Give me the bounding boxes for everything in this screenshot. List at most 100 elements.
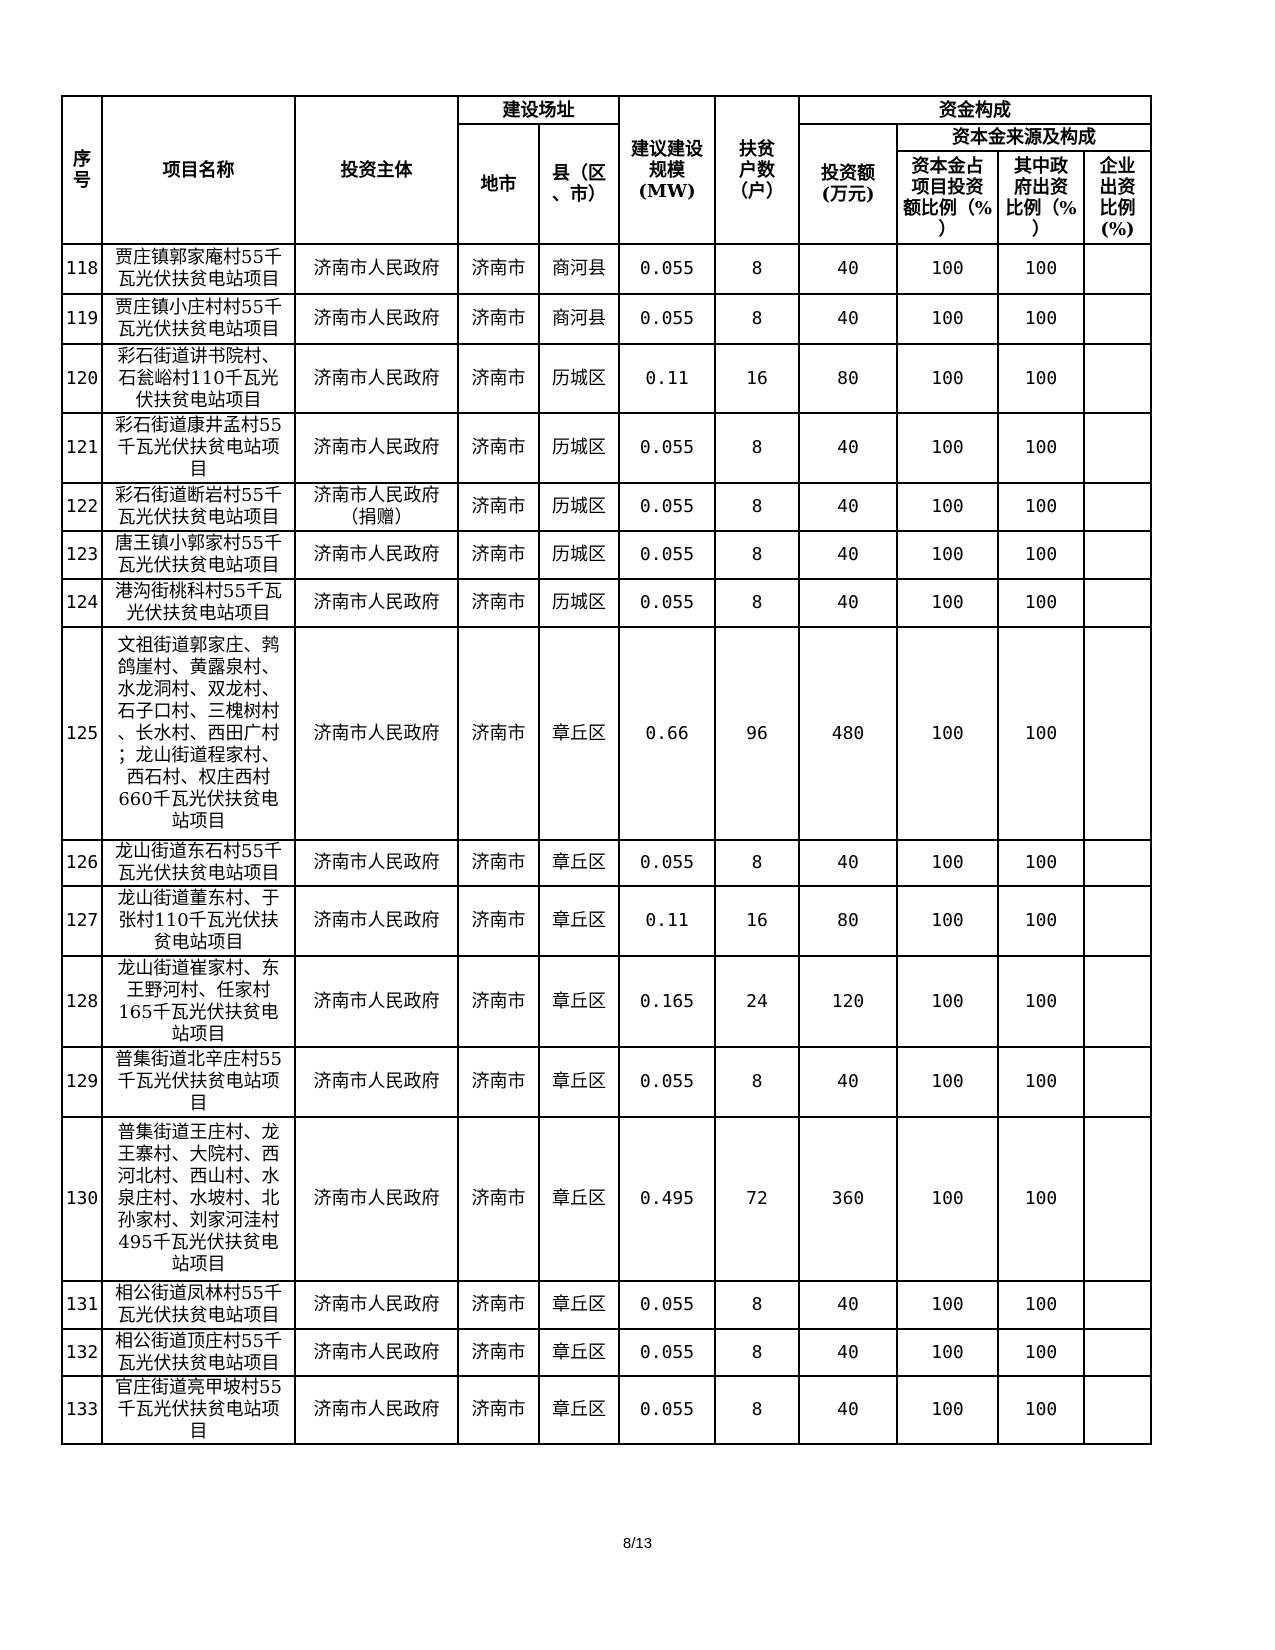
cell-investment: 40 — [798, 243, 898, 295]
cell-scale: 0.055 — [618, 293, 716, 345]
cell-name: 普集街道北辛庄村55 千瓦光伏扶贫电站项 目 — [101, 1046, 296, 1118]
cell-capital-ratio: 100 — [896, 1375, 999, 1445]
cell-scale: 0.055 — [618, 243, 716, 295]
header-county: 县（区 、市） — [538, 123, 620, 245]
cell-investor: 济南市人民政府 — [294, 885, 459, 957]
cell-investor: 济南市人民政府 — [294, 243, 459, 295]
table-row: 129 普集街道北辛庄村55 千瓦光伏扶贫电站项 目济南市人民政府 济南市 章丘区 0.… — [61, 1046, 1152, 1118]
cell-investor: 济南市人民政府 — [294, 626, 459, 841]
cell-households: 8 — [714, 243, 800, 295]
header-capital-source: 资本金来源及构成 — [896, 123, 1152, 152]
cell-households: 8 — [714, 1046, 800, 1118]
cell-investor: 济南市人民政府 — [294, 343, 459, 414]
header-gov-ratio: 其中政 府出资 比例（% ） — [997, 150, 1085, 245]
cell-households: 8 — [714, 530, 800, 580]
cell-ent-ratio — [1083, 1328, 1152, 1377]
cell-ent-ratio — [1083, 955, 1152, 1048]
cell-seq: 123 — [61, 530, 103, 580]
table-row: 122 彩石街道断岩村55千 瓦光伏扶贫电站项目 济南市人民政府 （捐赠） 济南市 历城… — [61, 482, 1152, 532]
cell-investor: 济南市人民政府 （捐赠） — [294, 482, 459, 532]
cell-investor: 济南市人民政府 — [294, 1046, 459, 1118]
cell-seq: 132 — [61, 1328, 103, 1377]
cell-investor: 济南市人民政府 — [294, 839, 459, 887]
cell-gov-ratio: 100 — [997, 955, 1085, 1048]
cell-households: 16 — [714, 343, 800, 414]
cell-investment: 40 — [798, 1280, 898, 1330]
cell-ent-ratio — [1083, 243, 1152, 295]
cell-seq: 121 — [61, 412, 103, 484]
cell-ent-ratio — [1083, 530, 1152, 580]
cell-seq: 124 — [61, 578, 103, 628]
table-row: 124 港沟街桃科村55千瓦 光伏扶贫电站项目 济南市人民政府 济南市 历城区 0.055… — [61, 578, 1152, 628]
table-row: 123 唐王镇小郭家村55千 瓦光伏扶贫电站项目 济南市人民政府 济南市 历城区 0.05… — [61, 530, 1152, 580]
header-capital-ratio: 资本金占 项目投资 额比例（% ） — [896, 150, 999, 245]
cell-ent-ratio — [1083, 482, 1152, 532]
cell-county: 章丘区 — [538, 885, 620, 957]
cell-scale: 0.055 — [618, 1375, 716, 1445]
cell-investor: 济南市人民政府 — [294, 1116, 459, 1282]
cell-gov-ratio: 100 — [997, 293, 1085, 345]
cell-investment: 40 — [798, 530, 898, 580]
cell-gov-ratio: 100 — [997, 243, 1085, 295]
cell-ent-ratio — [1083, 1046, 1152, 1118]
cell-scale: 0.055 — [618, 530, 716, 580]
cell-county: 章丘区 — [538, 839, 620, 887]
cell-gov-ratio: 100 — [997, 578, 1085, 628]
cell-gov-ratio: 100 — [997, 1375, 1085, 1445]
cell-households: 8 — [714, 293, 800, 345]
cell-county: 商河县 — [538, 293, 620, 345]
cell-city: 济南市 — [457, 293, 540, 345]
table-row: 130 普集街道王庄村、龙 王寨村、大院村、西 河北村、西山村、水 泉庄村、水坡村… — [61, 1116, 1152, 1282]
cell-ent-ratio — [1083, 343, 1152, 414]
cell-scale: 0.055 — [618, 1046, 716, 1118]
header-funding: 资金构成 — [798, 95, 1152, 125]
cell-seq: 128 — [61, 955, 103, 1048]
header-city: 地市 — [457, 123, 540, 245]
header-investment: 投资额 (万元) — [798, 123, 898, 245]
cell-city: 济南市 — [457, 1046, 540, 1118]
cell-scale: 0.11 — [618, 885, 716, 957]
cell-households: 8 — [714, 412, 800, 484]
cell-name: 港沟街桃科村55千瓦 光伏扶贫电站项目 — [101, 578, 296, 628]
cell-gov-ratio: 100 — [997, 1328, 1085, 1377]
cell-name: 彩石街道讲书院村、 石瓮峪村110千瓦光 伏扶贫电站项目 — [101, 343, 296, 414]
cell-name: 彩石街道断岩村55千 瓦光伏扶贫电站项目 — [101, 482, 296, 532]
cell-seq: 125 — [61, 626, 103, 841]
cell-investment: 40 — [798, 1375, 898, 1445]
cell-name: 官庄街道亮甲坡村55 千瓦光伏扶贫电站项 目 — [101, 1375, 296, 1445]
cell-investment: 360 — [798, 1116, 898, 1282]
cell-households: 8 — [714, 578, 800, 628]
cell-name: 龙山街道东石村55千 瓦光伏扶贫电站项目 — [101, 839, 296, 887]
cell-scale: 0.055 — [618, 578, 716, 628]
cell-scale: 0.66 — [618, 626, 716, 841]
table-row: 131 相公街道凤林村55千 瓦光伏扶贫电站项目 济南市人民政府 济南市 章丘区 0.05… — [61, 1280, 1152, 1330]
cell-county: 历城区 — [538, 530, 620, 580]
cell-name: 龙山街道崔家村、东 王野河村、任家村 165千瓦光伏扶贫电 站项目 — [101, 955, 296, 1048]
cell-scale: 0.055 — [618, 482, 716, 532]
cell-capital-ratio: 100 — [896, 1046, 999, 1118]
cell-city: 济南市 — [457, 482, 540, 532]
header-investor: 投资主体 — [294, 95, 459, 245]
cell-county: 历城区 — [538, 578, 620, 628]
cell-county: 章丘区 — [538, 1116, 620, 1282]
cell-seq: 127 — [61, 885, 103, 957]
cell-investor: 济南市人民政府 — [294, 578, 459, 628]
cell-capital-ratio: 100 — [896, 885, 999, 957]
header-seq: 序 号 — [61, 95, 103, 245]
cell-gov-ratio: 100 — [997, 343, 1085, 414]
cell-city: 济南市 — [457, 412, 540, 484]
cell-name: 唐王镇小郭家村55千 瓦光伏扶贫电站项目 — [101, 530, 296, 580]
cell-name: 相公街道凤林村55千 瓦光伏扶贫电站项目 — [101, 1280, 296, 1330]
cell-capital-ratio: 100 — [896, 626, 999, 841]
cell-ent-ratio — [1083, 839, 1152, 887]
cell-name: 贾庄镇郭家庵村55千 瓦光伏扶贫电站项目 — [101, 243, 296, 295]
header-name: 项目名称 — [101, 95, 296, 245]
cell-ent-ratio — [1083, 1116, 1152, 1282]
cell-gov-ratio: 100 — [997, 482, 1085, 532]
cell-county: 历城区 — [538, 482, 620, 532]
cell-scale: 0.495 — [618, 1116, 716, 1282]
cell-investor: 济南市人民政府 — [294, 955, 459, 1048]
cell-investment: 80 — [798, 885, 898, 957]
cell-city: 济南市 — [457, 885, 540, 957]
